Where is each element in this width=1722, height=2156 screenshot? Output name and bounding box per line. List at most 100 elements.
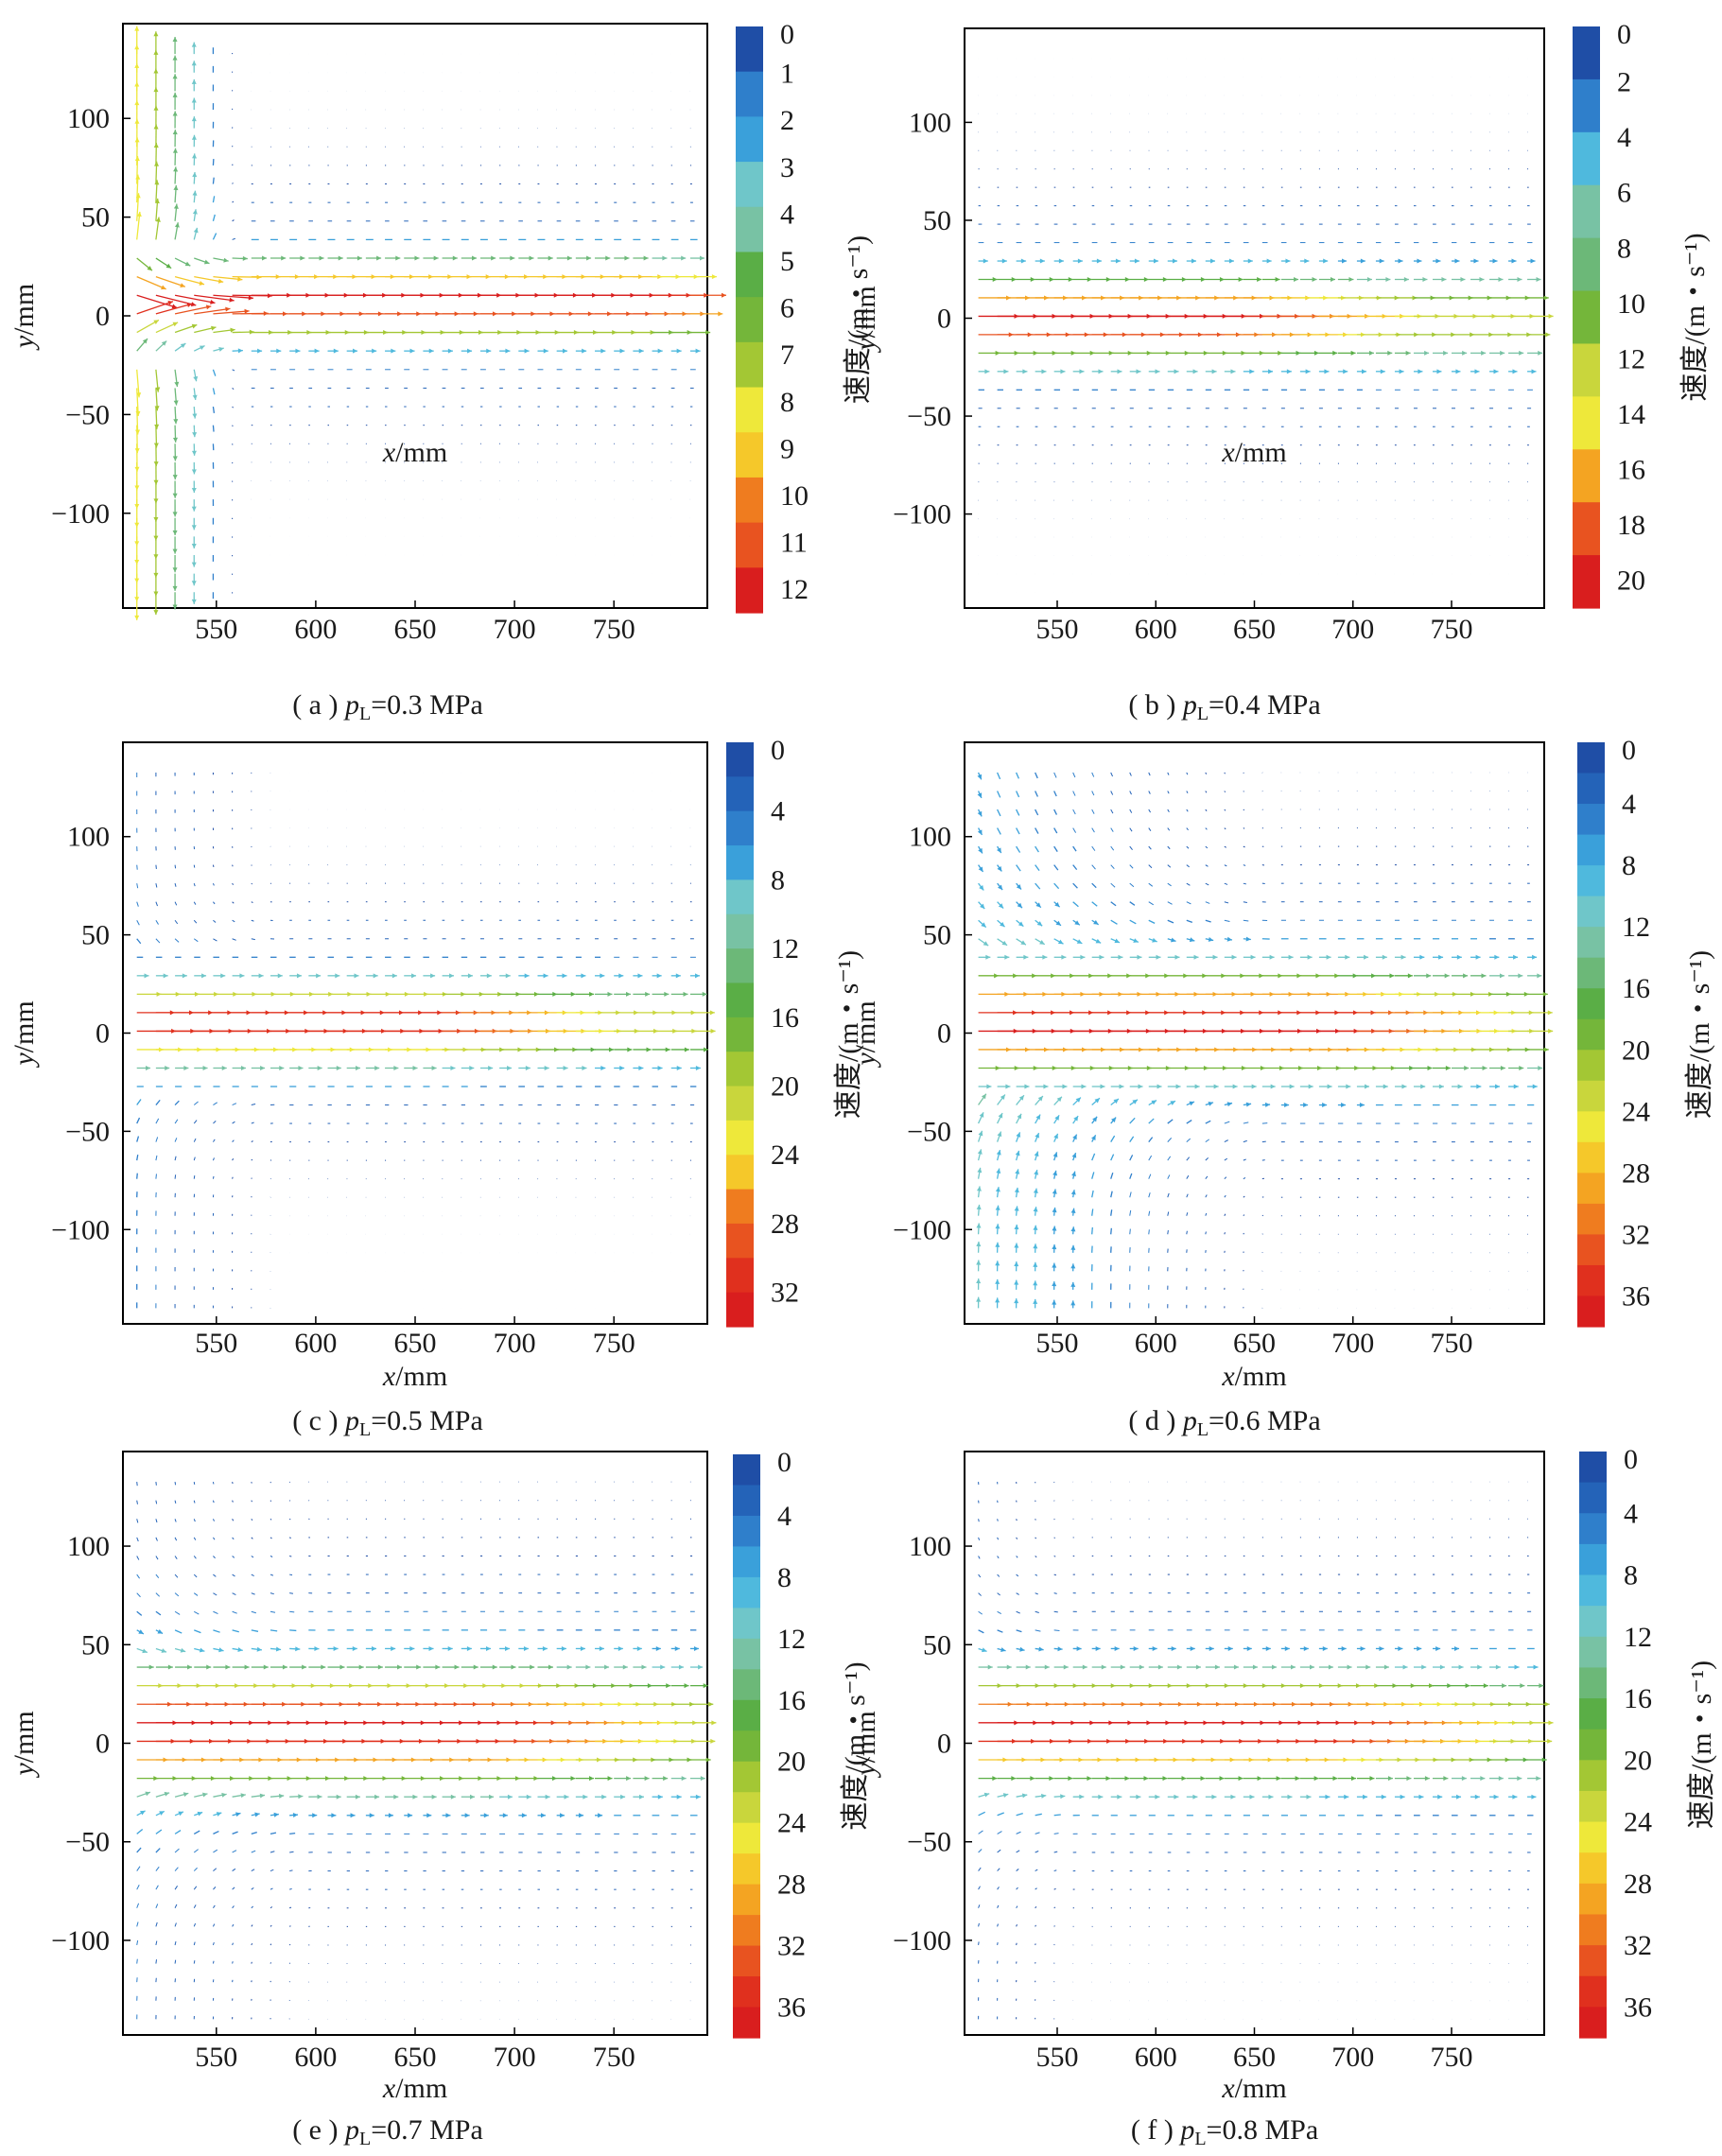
velocity-arrow xyxy=(1110,791,1114,795)
arrow-head xyxy=(134,522,140,528)
arrow-head xyxy=(1250,954,1256,960)
colorbar-segment xyxy=(726,1292,754,1328)
arrow-head xyxy=(211,325,217,331)
arrow-head xyxy=(515,991,521,997)
arrow-head xyxy=(984,369,990,374)
x-tick-label: 750 xyxy=(593,614,635,645)
arrow-head xyxy=(1041,369,1047,374)
colorbar-label: 32 xyxy=(771,1278,799,1309)
y-tick-label: 0 xyxy=(937,304,951,335)
arrow-head xyxy=(1324,369,1330,374)
arrow-head xyxy=(1070,1281,1076,1287)
velocity-arrow xyxy=(1224,791,1226,793)
velocity-arrow xyxy=(1243,1121,1249,1124)
velocity-arrow xyxy=(1205,1175,1209,1179)
velocity-arrow xyxy=(1186,772,1189,775)
arrow-head xyxy=(1052,1226,1057,1231)
arrow-head xyxy=(1016,1132,1021,1138)
arrow-head xyxy=(1055,920,1062,926)
velocity-arrow xyxy=(136,1537,139,1542)
arrow-head xyxy=(1115,258,1121,264)
velocity-arrow xyxy=(1205,1139,1209,1143)
arrow-head xyxy=(356,1065,361,1070)
arrow-head xyxy=(191,562,197,567)
velocity-arrow xyxy=(1167,1174,1171,1179)
velocity-arrow xyxy=(1016,772,1020,779)
velocity-arrow xyxy=(1186,901,1191,905)
velocity-arrow xyxy=(232,237,235,240)
arrow-head xyxy=(1014,1261,1019,1267)
arrow-head xyxy=(1257,276,1262,282)
velocity-arrow xyxy=(174,1519,177,1522)
colorbar-segment xyxy=(1577,1295,1605,1328)
velocity-arrow xyxy=(1224,1157,1227,1161)
arrow-head xyxy=(1175,1084,1181,1089)
colorbar-label: 28 xyxy=(1622,1157,1650,1189)
arrow-head xyxy=(1226,1102,1233,1107)
arrow-head xyxy=(172,548,178,554)
arrow-head xyxy=(244,308,250,314)
arrow-head xyxy=(192,190,198,196)
velocity-arrow xyxy=(1053,882,1060,890)
velocity-arrow xyxy=(193,1849,199,1853)
velocity-arrow xyxy=(1129,901,1136,906)
arrow-head xyxy=(1360,258,1365,264)
velocity-arrow xyxy=(232,864,234,867)
arrow-head xyxy=(172,456,178,461)
arrow-head xyxy=(135,410,141,416)
velocity-arrow xyxy=(1205,1120,1211,1124)
colorbar: 0 2 4 6 8 10 12 14 16 18 20 速度/(m・s⁻¹) xyxy=(1573,19,1711,609)
velocity-arrow xyxy=(213,294,253,299)
arrow-head xyxy=(153,591,159,597)
arrow-head xyxy=(1070,973,1075,979)
arrow-head xyxy=(1288,954,1294,960)
velocity-arrow xyxy=(1110,1172,1114,1179)
velocity-arrow xyxy=(1186,827,1189,831)
arrow-head xyxy=(1056,1096,1062,1103)
arrow-head xyxy=(1409,1065,1415,1070)
arrow-head xyxy=(657,348,663,354)
arrow-head xyxy=(172,111,178,116)
velocity-arrow xyxy=(1091,827,1095,833)
x-tick-label: 600 xyxy=(294,614,337,645)
arrow-head xyxy=(173,166,179,172)
arrow-head xyxy=(1001,258,1007,264)
velocity-arrow xyxy=(174,1574,179,1578)
velocity-arrow xyxy=(232,1103,237,1106)
arrow-head xyxy=(683,991,688,997)
velocity-arrow xyxy=(136,901,139,907)
velocity-arrow xyxy=(1224,864,1227,867)
arrow-head xyxy=(1315,973,1321,979)
velocity-arrow xyxy=(212,864,215,868)
arrow-head xyxy=(1039,940,1045,945)
x-tick-label: 750 xyxy=(1431,614,1473,645)
arrow-head xyxy=(1095,938,1102,944)
velocity-arrow xyxy=(1243,1177,1246,1180)
arrow-head xyxy=(665,1047,670,1052)
arrow-head xyxy=(976,1260,982,1265)
velocity-arrow xyxy=(1148,864,1153,869)
velocity-arrow xyxy=(174,1537,178,1541)
arrow-head xyxy=(257,348,263,354)
colorbar-segment xyxy=(726,879,754,915)
velocity-arrow xyxy=(174,1922,177,1927)
arrow-head xyxy=(229,297,235,303)
velocity-arrow xyxy=(136,883,139,889)
arrow-head xyxy=(165,263,172,269)
arrow-head xyxy=(1155,369,1160,374)
x-tick-label: 750 xyxy=(593,1328,635,1359)
velocity-arrow xyxy=(1224,882,1228,885)
arrow-head xyxy=(262,255,268,261)
arrow-head xyxy=(295,348,301,354)
velocity-arrow xyxy=(1148,1229,1150,1235)
velocity-arrow xyxy=(1224,808,1226,811)
arrow-head xyxy=(172,475,178,480)
y-axis-title: y/mm xyxy=(9,1000,40,1068)
arrow-head xyxy=(1304,258,1310,264)
arrow-head xyxy=(1076,939,1083,944)
colorbar-segment xyxy=(1577,1111,1605,1143)
x-tick-label: 650 xyxy=(394,614,437,645)
arrow-head xyxy=(191,469,197,475)
arrow-head xyxy=(1172,258,1177,264)
arrow-head xyxy=(172,130,178,135)
